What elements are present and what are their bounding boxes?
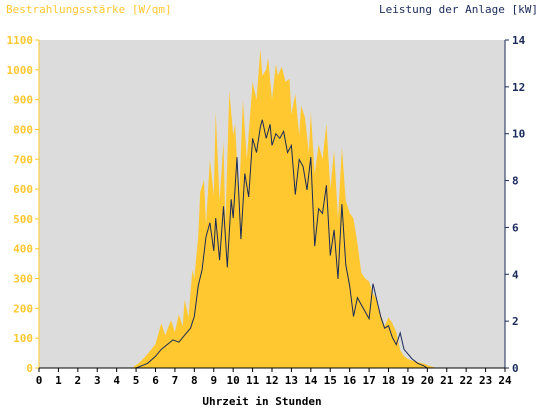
x-axis-title: Uhrzeit in Stunden	[202, 395, 321, 408]
left-tick-label: 500	[13, 213, 33, 226]
left-tick-label: 800	[13, 123, 33, 136]
right-tick-label: 6	[512, 221, 519, 234]
x-tick-label: 3	[94, 374, 101, 387]
right-tick-label: 10	[512, 128, 525, 141]
x-tick-label: 22	[460, 374, 473, 387]
right-tick-label: 0	[512, 362, 519, 375]
x-tick-label: 11	[246, 374, 260, 387]
series-layer	[39, 48, 505, 369]
x-tick-label: 18	[382, 374, 395, 387]
x-tick-label: 21	[440, 374, 454, 387]
left-tick-label: 1100	[7, 34, 34, 47]
left-tick-label: 200	[13, 302, 33, 315]
right-tick-label: 12	[512, 81, 525, 94]
x-tick-label: 15	[324, 374, 337, 387]
left-tick-label: 300	[13, 273, 33, 286]
left-tick-label: 900	[13, 94, 33, 107]
x-tick-label: 9	[210, 374, 217, 387]
left-axis-title: Bestrahlungsstärke [W/qm]	[6, 3, 172, 16]
series-line-leistung-der-anlage	[39, 119, 505, 369]
right-tick-label: 4	[512, 268, 519, 281]
right-tick-label: 14	[512, 34, 526, 47]
x-tick-label: 17	[362, 374, 375, 387]
right-tick-label: 2	[512, 315, 519, 328]
left-tick-label: 600	[13, 183, 33, 196]
left-tick-label: 400	[13, 243, 33, 256]
x-tick-label: 7	[172, 374, 179, 387]
right-tick-label: 8	[512, 175, 519, 188]
x-tick-label: 2	[75, 374, 82, 387]
x-tick-label: 12	[265, 374, 278, 387]
x-tick-label: 16	[343, 374, 357, 387]
series-area-bestrahlungsst-rke	[39, 48, 505, 369]
left-tick-label: 100	[13, 332, 33, 345]
x-tick-label: 10	[227, 374, 240, 387]
left-tick-label: 1000	[7, 64, 34, 77]
x-tick-label: 19	[401, 374, 414, 387]
x-tick-label: 23	[479, 374, 492, 387]
right-axis-title: Leistung der Anlage [kW]	[379, 3, 538, 16]
x-tick-label: 24	[498, 374, 512, 387]
x-tick-label: 0	[36, 374, 43, 387]
x-tick-label: 14	[304, 374, 318, 387]
left-tick-label: 0	[26, 362, 33, 375]
x-tick-label: 6	[152, 374, 159, 387]
x-tick-label: 20	[421, 374, 434, 387]
x-tick-label: 1	[55, 374, 62, 387]
x-tick-label: 5	[133, 374, 140, 387]
x-tick-label: 8	[191, 374, 198, 387]
ticks-layer: 0100200300400500600700800900100011000246…	[7, 34, 526, 387]
x-tick-label: 4	[113, 374, 120, 387]
x-tick-label: 13	[285, 374, 298, 387]
left-tick-label: 700	[13, 153, 33, 166]
